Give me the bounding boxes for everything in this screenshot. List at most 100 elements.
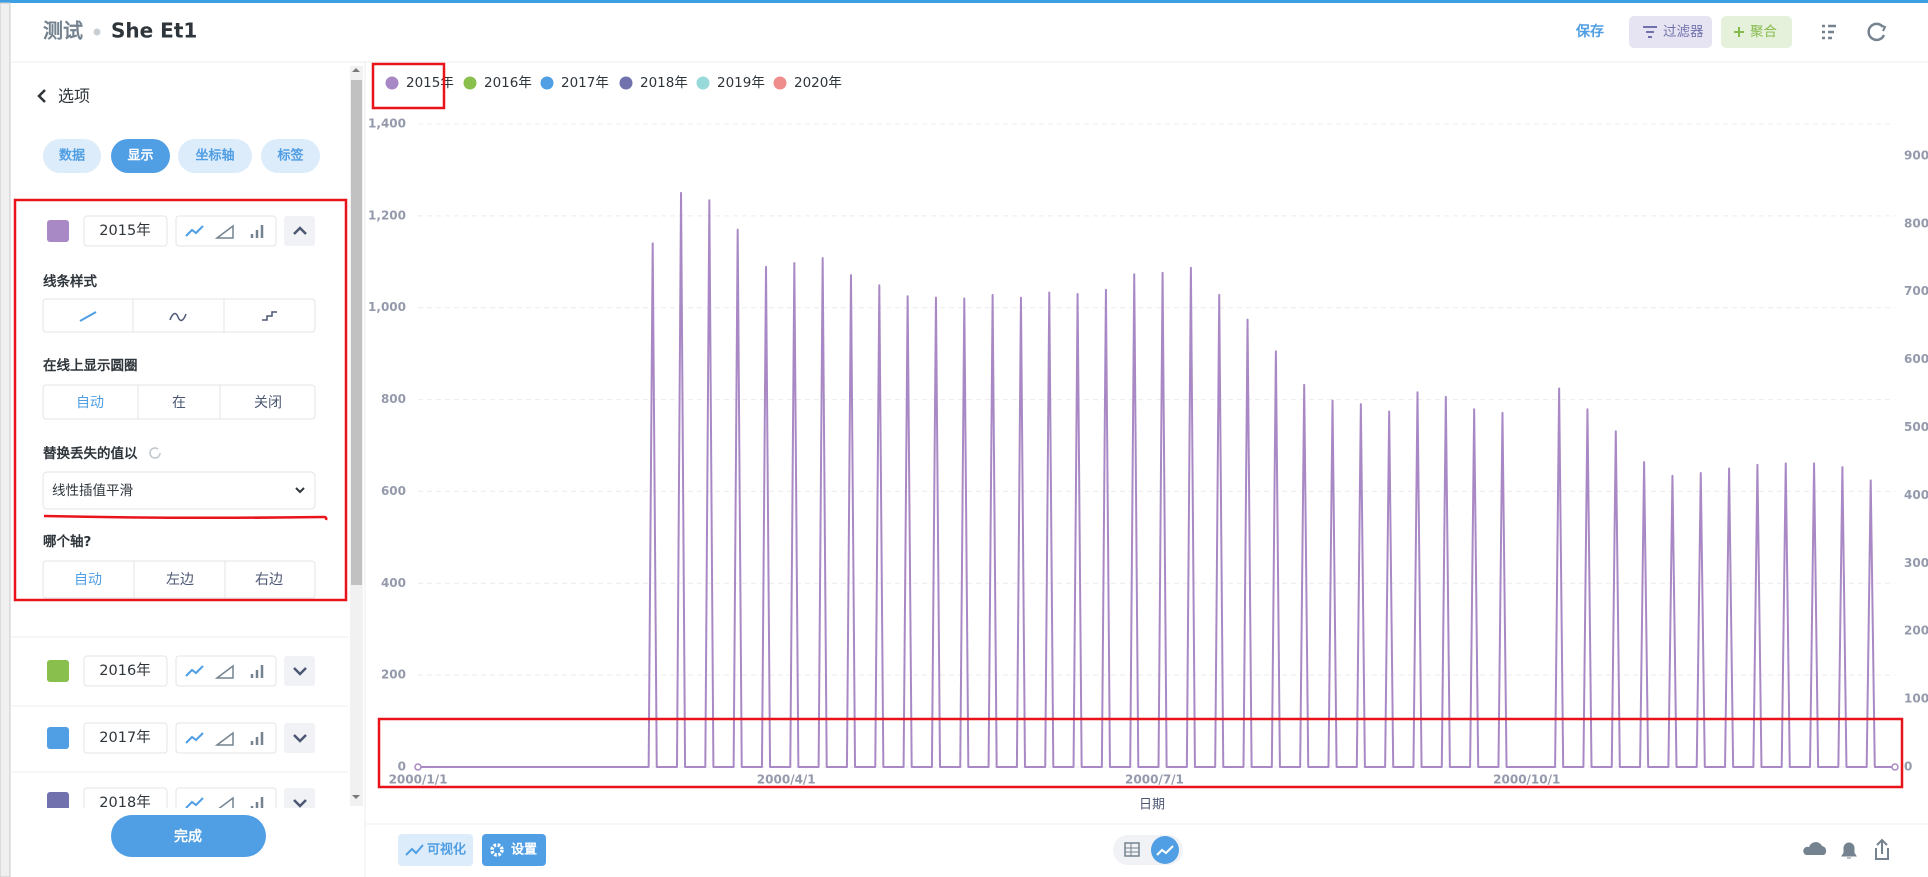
- legend-label[interactable]: 2019年: [717, 75, 765, 91]
- series-swatch[interactable]: [47, 220, 69, 242]
- segment-dividers: [137, 385, 221, 419]
- line-type[interactable]: [185, 797, 204, 808]
- refresh-icon[interactable]: [1867, 22, 1886, 42]
- point[interactable]: [1891, 763, 1899, 771]
- fields-icon[interactable]: [1822, 24, 1836, 40]
- reset-icon[interactable]: [149, 447, 161, 459]
- missing-values-label: 替换丢失的值以: [43, 445, 138, 462]
- segment-option[interactable]: 自动: [76, 395, 104, 411]
- download-icon[interactable]: [1803, 842, 1827, 855]
- y2-tick-label: 300: [1904, 556, 1928, 570]
- series-name-input[interactable]: [83, 215, 168, 247]
- back-icon[interactable]: [37, 89, 46, 103]
- expand-button[interactable]: [284, 216, 315, 246]
- segment-dividers: [132, 299, 225, 332]
- tab[interactable]: [178, 139, 252, 173]
- line-type[interactable]: [185, 665, 204, 677]
- done-button[interactable]: [111, 815, 266, 857]
- line-style-control: [42, 298, 316, 333]
- curve-option[interactable]: [169, 312, 187, 322]
- expand-button[interactable]: [284, 723, 315, 753]
- line-style-label: 线条样式: [43, 273, 97, 290]
- legend-label[interactable]: 2018年: [640, 75, 688, 91]
- area-type[interactable]: [214, 731, 234, 746]
- legend-marker[interactable]: [385, 76, 399, 90]
- missing-values-select[interactable]: [42, 471, 316, 510]
- filter-icon: [1643, 26, 1657, 38]
- tab[interactable]: [111, 139, 170, 173]
- linear-option[interactable]: [79, 311, 97, 322]
- area-type[interactable]: [214, 664, 234, 679]
- bar-type[interactable]: [250, 225, 264, 238]
- expand-button[interactable]: [284, 656, 315, 686]
- settings-button[interactable]: [482, 834, 546, 866]
- y2-tick-label: 0: [1904, 760, 1912, 774]
- table-icon[interactable]: [1124, 842, 1140, 857]
- series-swatch[interactable]: [47, 792, 69, 814]
- tab-label: 数据: [59, 148, 85, 164]
- series-swatch[interactable]: [47, 660, 69, 682]
- series-name: 2018年: [99, 794, 150, 811]
- bar-type[interactable]: [250, 797, 264, 810]
- expand-button[interactable]: [284, 788, 315, 818]
- line-type[interactable]: [185, 732, 204, 744]
- legend-marker[interactable]: [619, 76, 633, 90]
- collection-name[interactable]: 测试: [43, 19, 83, 43]
- x-axis-label: 日期: [1139, 798, 1165, 813]
- plus-icon: [1734, 27, 1744, 37]
- segment-option[interactable]: 自动: [74, 572, 102, 588]
- annotation-box: [13, 198, 348, 602]
- legend-marker[interactable]: [773, 76, 787, 90]
- segment-option[interactable]: 右边: [255, 572, 283, 588]
- tab[interactable]: [43, 139, 101, 173]
- y-tick-label: 600: [381, 484, 406, 498]
- legend-marker[interactable]: [463, 76, 477, 90]
- legend-marker[interactable]: [540, 76, 554, 90]
- legend-label[interactable]: 2015年: [406, 75, 454, 91]
- segment-option[interactable]: 关闭: [254, 395, 282, 411]
- series-name-input[interactable]: [83, 787, 168, 818]
- series-name-input[interactable]: [83, 655, 168, 687]
- segment-dividers: [133, 561, 226, 598]
- display-type-group: [175, 787, 277, 808]
- legend-label[interactable]: 2017年: [561, 75, 609, 91]
- series-name-input[interactable]: [83, 722, 168, 754]
- step-option[interactable]: [262, 311, 277, 321]
- tab[interactable]: [261, 139, 320, 173]
- bar-type[interactable]: [250, 665, 264, 678]
- y-tick-label: 1,000: [368, 300, 406, 314]
- table-grid: [1125, 843, 1139, 856]
- share-icon[interactable]: [1875, 838, 1889, 860]
- filter-button[interactable]: [1629, 16, 1712, 48]
- y2-tick-label: 200: [1904, 624, 1928, 638]
- summarize-button[interactable]: [1721, 16, 1792, 48]
- save-button[interactable]: 保存: [1575, 23, 1604, 40]
- series-name: 2016年: [99, 662, 150, 679]
- question-title[interactable]: She Et1: [111, 19, 197, 43]
- bar-type[interactable]: [250, 732, 264, 745]
- x-tick-label: 2000/10/1: [1493, 773, 1560, 787]
- back-label[interactable]: 选项: [58, 87, 90, 106]
- segment-option[interactable]: 在: [172, 395, 186, 411]
- visualization-button[interactable]: [398, 834, 473, 866]
- annotation-box: [377, 717, 1904, 789]
- series-swatch[interactable]: [47, 727, 69, 749]
- viz-icon: [405, 844, 424, 856]
- point[interactable]: [414, 763, 422, 771]
- series-rows: 2016年 2017年 2018年 2015年: [47, 215, 315, 818]
- scrollbar-thumb[interactable]: [351, 80, 362, 585]
- select-chevron: [295, 487, 305, 494]
- area-type[interactable]: [214, 224, 234, 239]
- y-tick-label: 1,200: [368, 208, 406, 222]
- line-type[interactable]: [185, 225, 204, 237]
- legend-marker[interactable]: [696, 76, 710, 90]
- alert-icon[interactable]: [1841, 842, 1857, 859]
- chart-toggle[interactable]: [1151, 836, 1179, 864]
- legend-label[interactable]: 2016年: [484, 75, 532, 91]
- area-type[interactable]: [217, 796, 234, 810]
- y-tick-label: 400: [381, 576, 406, 590]
- segment-option[interactable]: 左边: [166, 572, 194, 588]
- y2-tick-label: 900: [1904, 148, 1928, 162]
- legend-label[interactable]: 2020年: [794, 75, 842, 91]
